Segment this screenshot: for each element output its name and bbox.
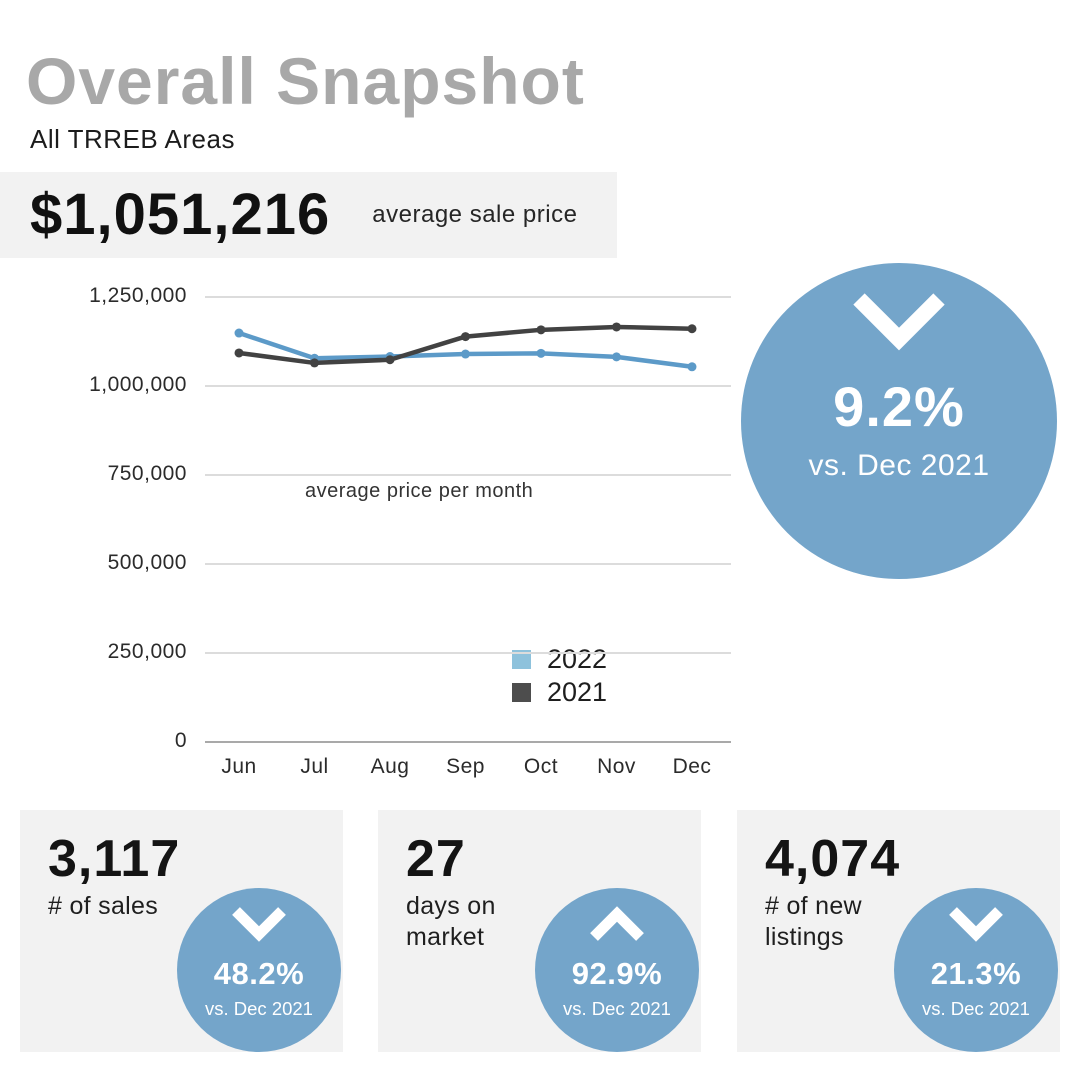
sales-label: # of sales [48, 891, 343, 922]
price-change-comparison: vs. Dec 2021 [808, 449, 990, 482]
sales-change-comparison: vs. Dec 2021 [205, 998, 313, 1019]
x-axis-tick-label: Aug [370, 755, 410, 778]
chart-series-lines [234, 322, 697, 372]
chevron-up-icon [590, 906, 644, 941]
legend-label-2022: 2022 [547, 644, 608, 674]
price-change-value: 9.2% [833, 375, 965, 438]
x-axis-tick-label: Jul [300, 755, 329, 778]
gridline [205, 385, 731, 387]
new-listings-change-value: 21.3% [930, 956, 1022, 991]
gridline [205, 563, 731, 565]
average-sale-price-value: $1,051,216 [30, 182, 331, 247]
sales-label-line: # of sales [48, 891, 159, 920]
new-listings-label: # of new listings [765, 891, 1060, 953]
sales-count: 3,117 [48, 830, 181, 888]
days-on-market-stat-card: 27 days on market 92.9% vs. Dec 2021 [378, 810, 701, 1052]
chart-title: average price per month [305, 480, 534, 502]
legend-swatch-2021 [512, 682, 531, 702]
x-axis-tick-label: Oct [523, 755, 559, 778]
price-line-chart: average price per month 2022 2021 1,250,… [0, 284, 748, 785]
new-listings-label-line: # of new [765, 891, 862, 920]
sales-stat-card: 3,117 # of sales 48.2% vs. Dec 2021 [20, 810, 343, 1052]
days-on-market-change-value: 92.9% [571, 956, 663, 991]
new-listings-count: 4,074 [765, 830, 901, 888]
x-axis-tick-label: Jun [221, 755, 257, 778]
new-listings-label-line: listings [765, 922, 844, 951]
new-listings-stat-card: 4,074 # of new listings 21.3% vs. Dec 20… [737, 810, 1060, 1052]
page-subtitle: All TRREB Areas [30, 124, 235, 154]
gridline [205, 474, 731, 476]
x-axis-line [205, 741, 731, 743]
legend-label-2021: 2021 [547, 677, 608, 707]
y-axis-tick-label: 0 [174, 729, 187, 752]
y-axis-tick-label: 1,000,000 [89, 373, 187, 396]
chevron-down-icon [853, 293, 945, 351]
average-sale-price-label: average sale price [372, 201, 578, 228]
sales-change-value: 48.2% [213, 956, 305, 991]
legend-swatch-2022 [512, 649, 531, 669]
days-on-market-label-line: days on [406, 891, 496, 920]
x-axis-tick-label: Dec [672, 755, 712, 778]
y-axis-tick-label: 250,000 [107, 640, 187, 663]
y-axis-tick-label: 500,000 [107, 551, 187, 574]
page-title: Overall Snapshot [26, 44, 585, 118]
y-axis-tick-label: 1,250,000 [89, 284, 187, 307]
chevron-down-icon [232, 907, 286, 942]
sales-change-badge: 48.2% vs. Dec 2021 [177, 888, 341, 1052]
x-axis-tick-label: Nov [597, 755, 636, 778]
legend-item-2021: 2021 [512, 678, 607, 706]
days-on-market-count: 27 [406, 830, 466, 888]
price-change-badge: 9.2% vs. Dec 2021 [741, 263, 1057, 579]
days-on-market-label: days on market [406, 891, 701, 953]
new-listings-change-badge: 21.3% vs. Dec 2021 [894, 888, 1058, 1052]
days-on-market-change-badge: 92.9% vs. Dec 2021 [535, 888, 699, 1052]
y-axis-tick-label: 750,000 [107, 462, 187, 485]
legend-item-2022: 2022 [512, 645, 607, 673]
gridline [205, 652, 731, 654]
gridline [205, 296, 731, 298]
chart-legend: 2022 2021 [512, 645, 607, 711]
chevron-down-icon [949, 907, 1003, 942]
days-on-market-change-comparison: vs. Dec 2021 [563, 998, 671, 1019]
new-listings-change-comparison: vs. Dec 2021 [922, 998, 1030, 1019]
days-on-market-label-line: market [406, 922, 485, 951]
average-sale-price-panel: $1,051,216 average sale price [0, 172, 617, 258]
x-axis-tick-label: Sep [446, 755, 485, 778]
